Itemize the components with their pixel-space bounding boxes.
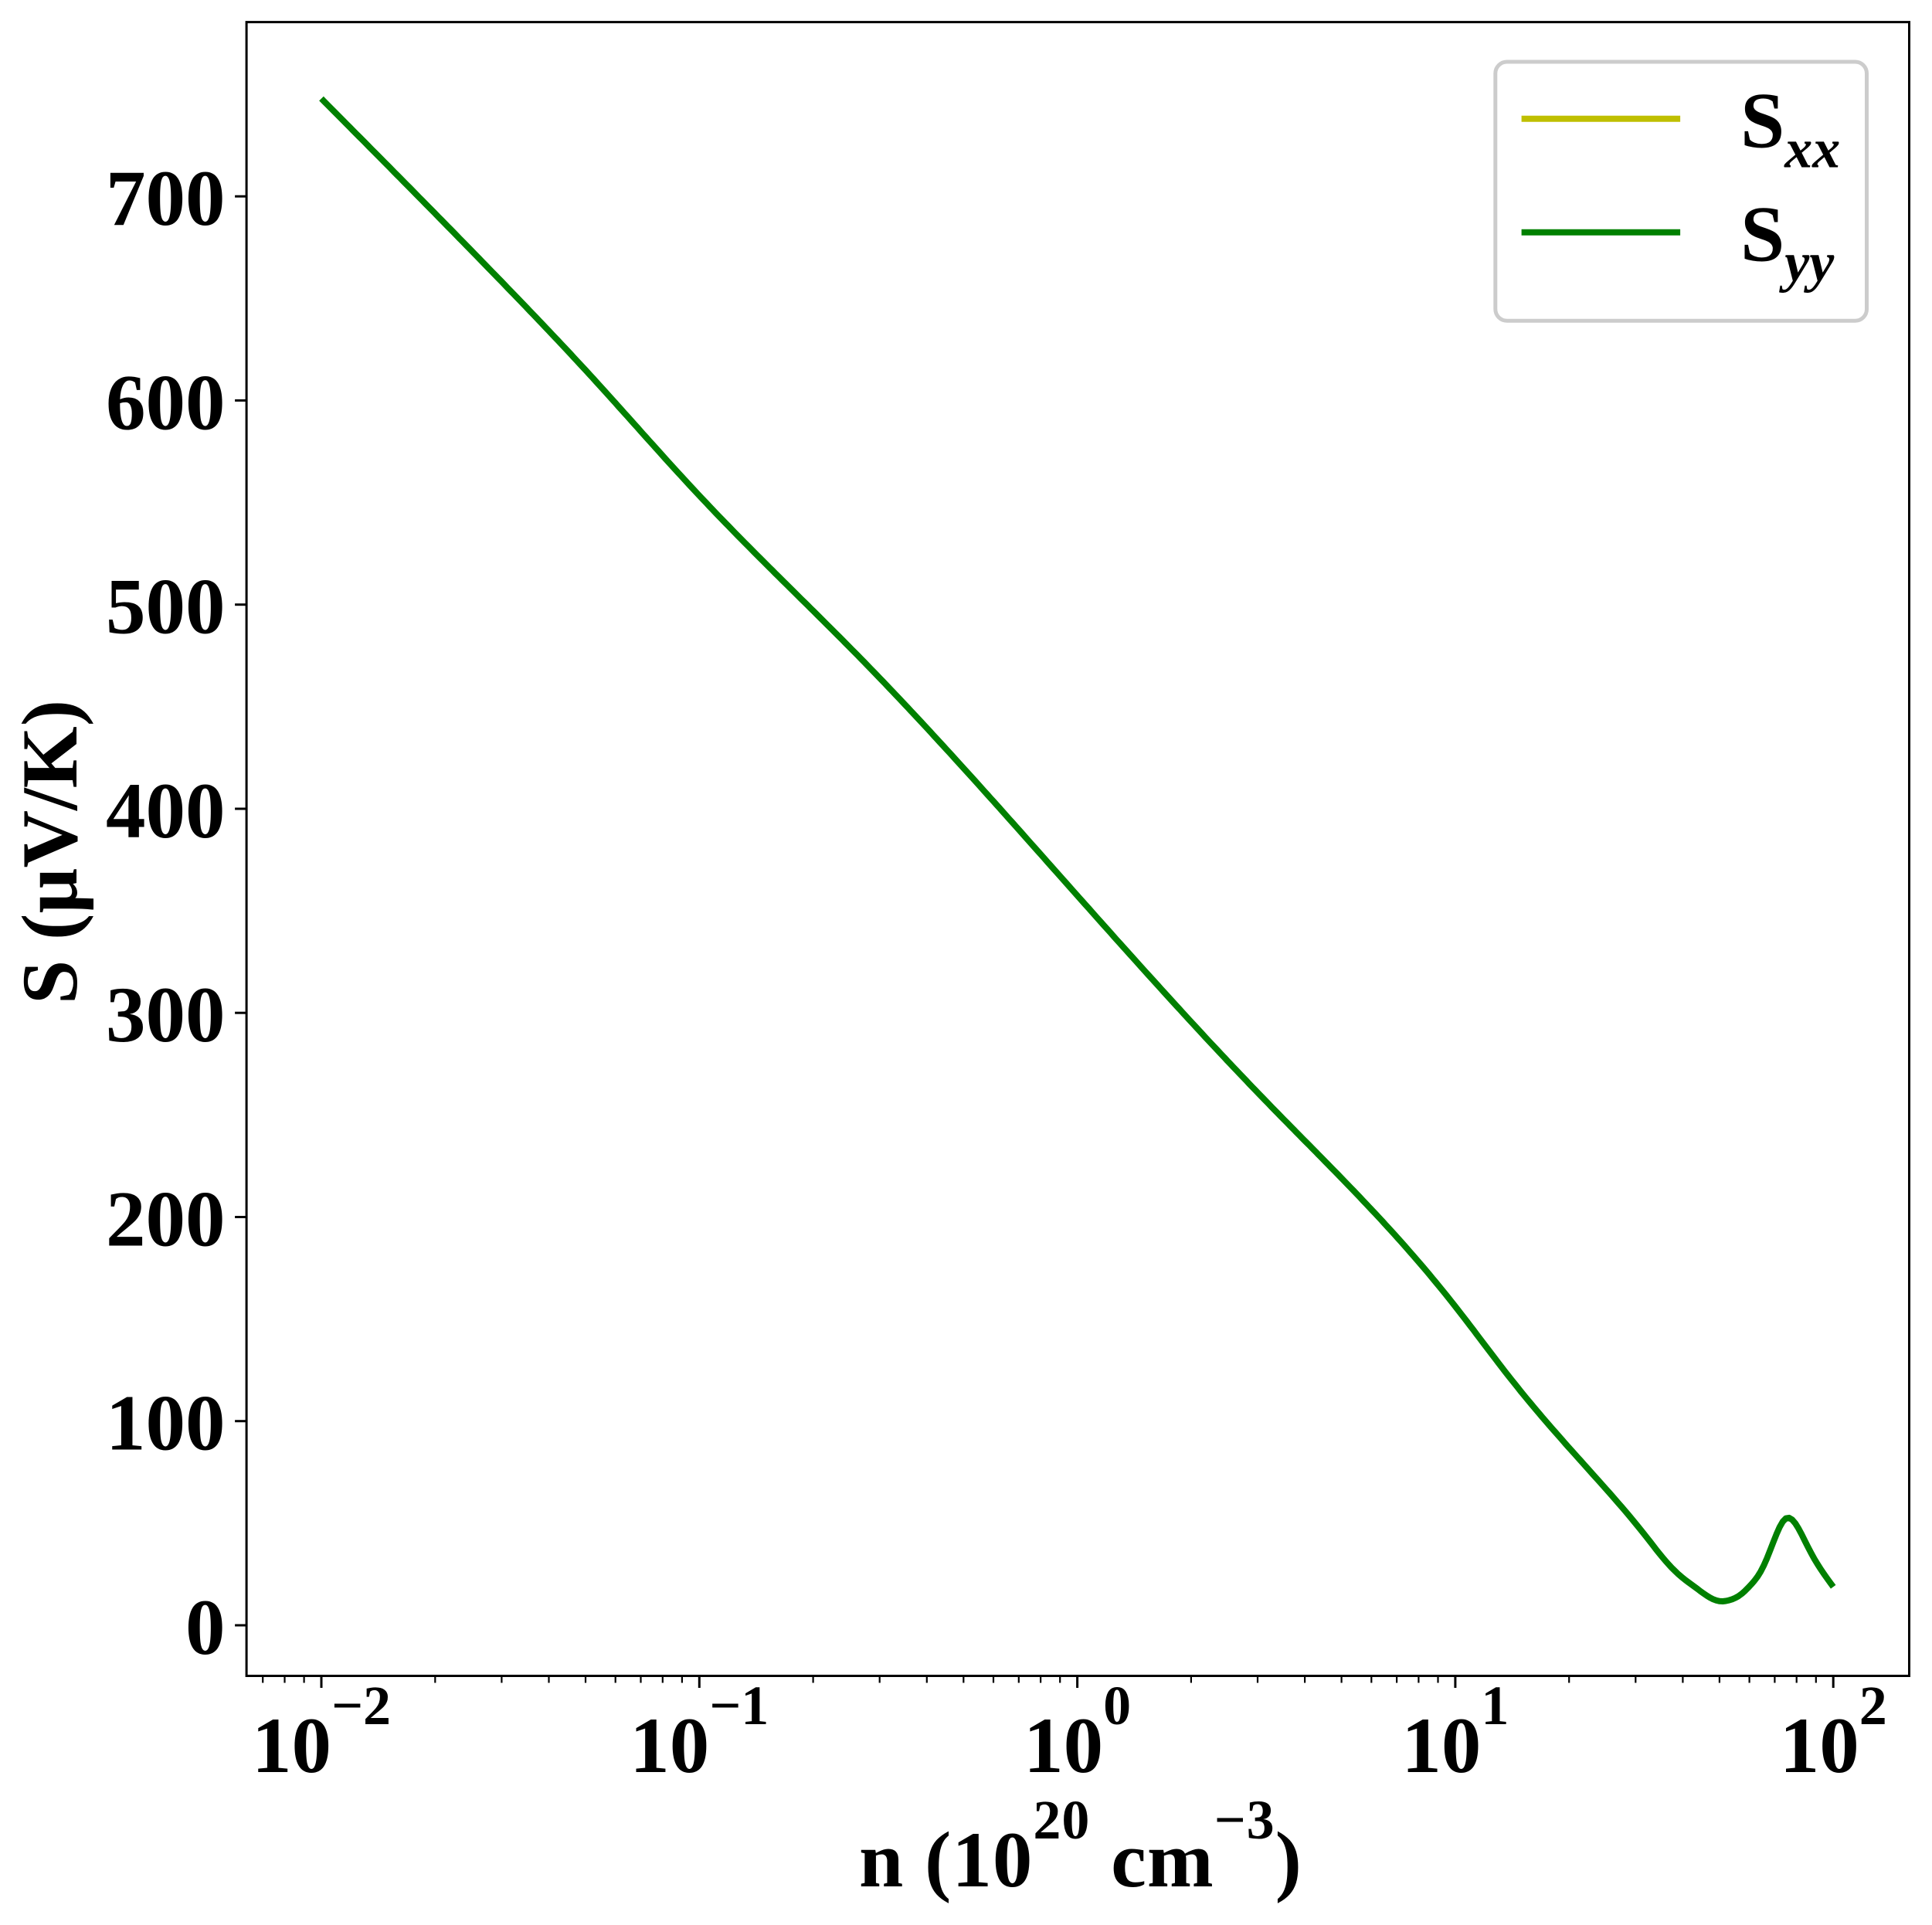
svg-text:400: 400 (106, 767, 226, 855)
svg-text:500: 500 (106, 563, 226, 651)
svg-text:300: 300 (106, 971, 226, 1059)
svg-text:600: 600 (106, 358, 226, 446)
svg-text:700: 700 (106, 154, 226, 243)
svg-text:0: 0 (185, 1584, 226, 1672)
svg-text:100: 100 (106, 1380, 226, 1468)
svg-text:200: 200 (106, 1176, 226, 1264)
svg-text:S (µV/K): S (µV/K) (6, 700, 94, 1004)
